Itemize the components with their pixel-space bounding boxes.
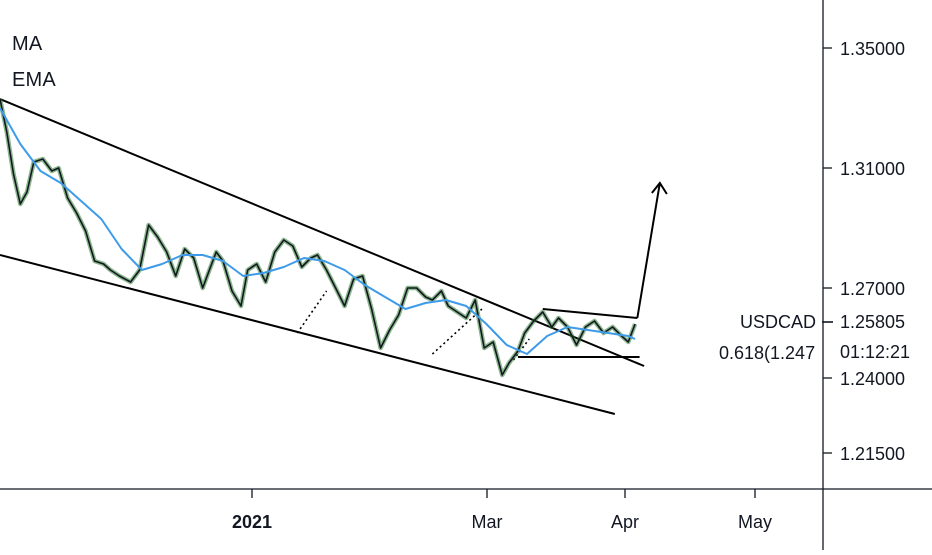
time-axis[interactable]: 2021 Mar Apr May [232,489,772,532]
y-tick-label: 1.24000 [840,369,905,389]
y-tick-label: 1.27000 [840,279,905,299]
x-tick-label: Apr [611,512,639,532]
dotted-line-1 [296,290,328,334]
ema-legend-label[interactable]: EMA [12,69,56,91]
projection-arrow-head [651,181,668,195]
projection-arrow [636,182,661,319]
lower-channel-line [0,254,616,415]
countdown-label: 01:12:21 [840,342,910,362]
last-price-label: 1.25805 [840,312,905,332]
x-tick-label: Mar [472,512,503,532]
dotted-line-3 [512,338,530,361]
drawing-layer [0,98,668,415]
series-layer [0,98,638,378]
price-axis[interactable]: 1.21500 1.24000 1.27000 1.31000 1.35000 [823,39,905,464]
indicator-legend: MA EMA [12,26,56,98]
y-tick-label: 1.31000 [840,159,905,179]
fib-level-label: 0.618(1.247 [719,343,815,363]
ema-band-line [0,98,638,378]
ma-legend-label[interactable]: MA [12,33,43,55]
flag-top-line [542,308,638,319]
symbol-label: USDCAD [740,312,816,332]
price-line [0,98,636,376]
upper-channel-line [0,98,645,367]
y-tick-label: 1.21500 [840,444,905,464]
x-tick-label: May [738,512,772,532]
x-tick-label: 2021 [232,512,272,532]
ma-line [0,107,636,355]
dotted-line-2 [431,308,483,355]
y-tick-label: 1.35000 [840,39,905,59]
